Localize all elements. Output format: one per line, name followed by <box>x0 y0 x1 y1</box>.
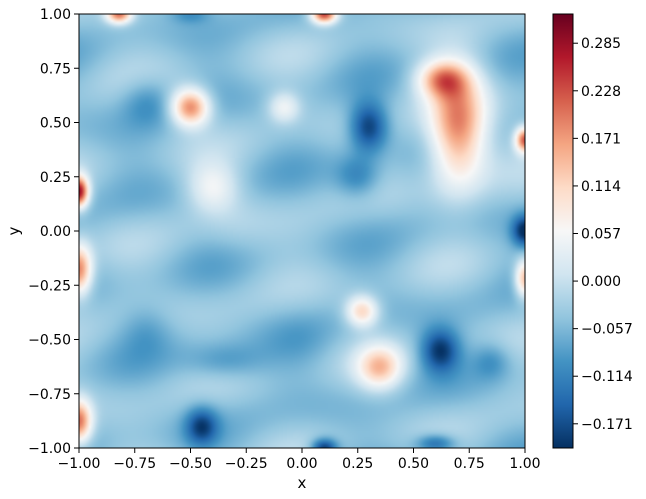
colorbar-tick-label: −0.171 <box>581 417 633 433</box>
x-tick-label: 0.75 <box>454 456 485 472</box>
y-tick-label: 1.00 <box>40 7 71 23</box>
x-axis: −1.00 −0.75 −0.50 −0.25 0.00 0.25 0.50 0.75 1.00 <box>58 448 541 472</box>
x-tick-label: −0.50 <box>169 456 212 472</box>
y-axis: 1.00 0.75 0.50 0.25 0.00 −0.25 −0.50 −0.75 −1.00 <box>28 7 79 457</box>
colorbar-tick-label: 0.057 <box>581 227 621 243</box>
colorbar-tick-label: 0.114 <box>581 179 621 195</box>
y-tick-label: 0.75 <box>40 61 71 77</box>
colorbar: 0.285 0.228 0.171 0.114 0.057 0.000 −0.057 −0.1… <box>552 13 633 449</box>
x-tick-label: −1.00 <box>58 456 101 472</box>
x-axis-label: x <box>298 474 307 492</box>
colorbar-tick-label: 0.000 <box>581 274 621 290</box>
y-tick-label: −0.50 <box>28 333 71 349</box>
y-tick-label: 0.50 <box>40 116 71 132</box>
y-tick-label: −0.75 <box>28 387 71 403</box>
colorbar-gradient <box>553 14 573 448</box>
plot-area <box>78 13 526 449</box>
colorbar-ticks: 0.285 0.228 0.171 0.114 0.057 0.000 −0.057 −0.1… <box>573 36 633 433</box>
colorbar-tick-label: 0.285 <box>581 36 621 52</box>
heatmap-image <box>79 14 525 448</box>
y-tick-label: −0.25 <box>28 278 71 294</box>
colorbar-tick-label: −0.057 <box>581 322 633 338</box>
colorbar-tick-label: 0.171 <box>581 131 621 147</box>
x-tick-label: −0.75 <box>113 456 156 472</box>
y-axis-label: y <box>5 226 23 235</box>
x-tick-label: 0.50 <box>398 456 429 472</box>
x-tick-label: 0.00 <box>286 456 317 472</box>
x-tick-label: 0.25 <box>342 456 373 472</box>
colorbar-frame <box>552 13 574 449</box>
y-tick-label: 0.00 <box>40 224 71 240</box>
y-tick-label: 0.25 <box>40 170 71 186</box>
x-tick-label: 1.00 <box>509 456 540 472</box>
colorbar-tick-label: −0.114 <box>581 369 633 385</box>
y-tick-label: −1.00 <box>28 441 71 457</box>
x-tick-label: −0.25 <box>225 456 268 472</box>
colorbar-tick-label: 0.228 <box>581 84 621 100</box>
